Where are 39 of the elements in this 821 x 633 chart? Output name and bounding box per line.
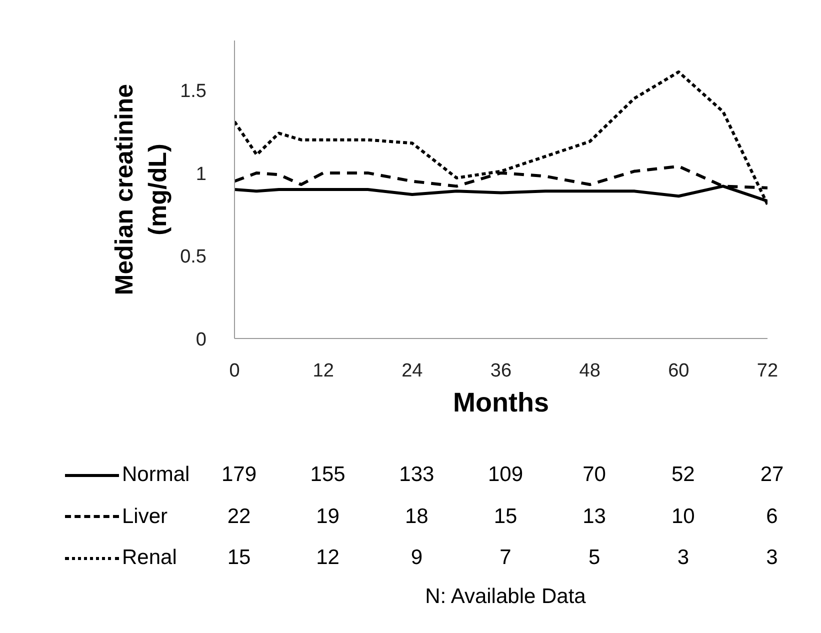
text: 22	[226, 504, 252, 530]
x-tick-label: 36	[490, 360, 512, 382]
text: 13	[582, 504, 607, 530]
text: 10	[670, 504, 696, 530]
x-tick-label: 48	[579, 360, 600, 382]
text: 18	[404, 504, 430, 530]
x-tick-label: 0	[229, 360, 240, 382]
x-tick-label: 60	[668, 360, 690, 382]
text: 155	[309, 462, 346, 488]
text: 109	[486, 462, 524, 488]
text: 27	[759, 462, 785, 488]
text: N: Available Data	[424, 584, 587, 610]
text: 70	[582, 462, 607, 488]
text: 7	[498, 545, 512, 571]
legend-label: Renal	[122, 545, 177, 571]
y-tick-label: 0.5	[180, 246, 207, 268]
text: 3	[765, 545, 779, 571]
y-axis-title: Median creatinine (mg/dL)	[110, 84, 172, 296]
line-series	[234, 70, 768, 206]
text: 5	[587, 545, 602, 571]
text: 15	[226, 545, 252, 571]
text: 12	[315, 545, 340, 571]
y-tick-label: 1	[196, 164, 207, 185]
x-tick-label: 12	[312, 360, 334, 382]
x-axis-title: Months	[453, 388, 549, 418]
text: 6	[765, 504, 779, 530]
legend-label: Normal	[122, 462, 190, 488]
y-tick-label: 0	[196, 330, 207, 350]
text: 3	[676, 545, 690, 571]
x-tick-label: 24	[402, 360, 424, 382]
x-tick-label: 72	[756, 360, 778, 382]
text: 52	[670, 462, 696, 488]
text: 9	[410, 545, 424, 571]
text: 15	[492, 504, 518, 530]
legend-label: Liver	[122, 504, 168, 530]
text: 19	[315, 504, 340, 530]
y-tick-label: 1.5	[180, 81, 207, 102]
text: 179	[220, 462, 258, 488]
text: 133	[398, 462, 436, 488]
